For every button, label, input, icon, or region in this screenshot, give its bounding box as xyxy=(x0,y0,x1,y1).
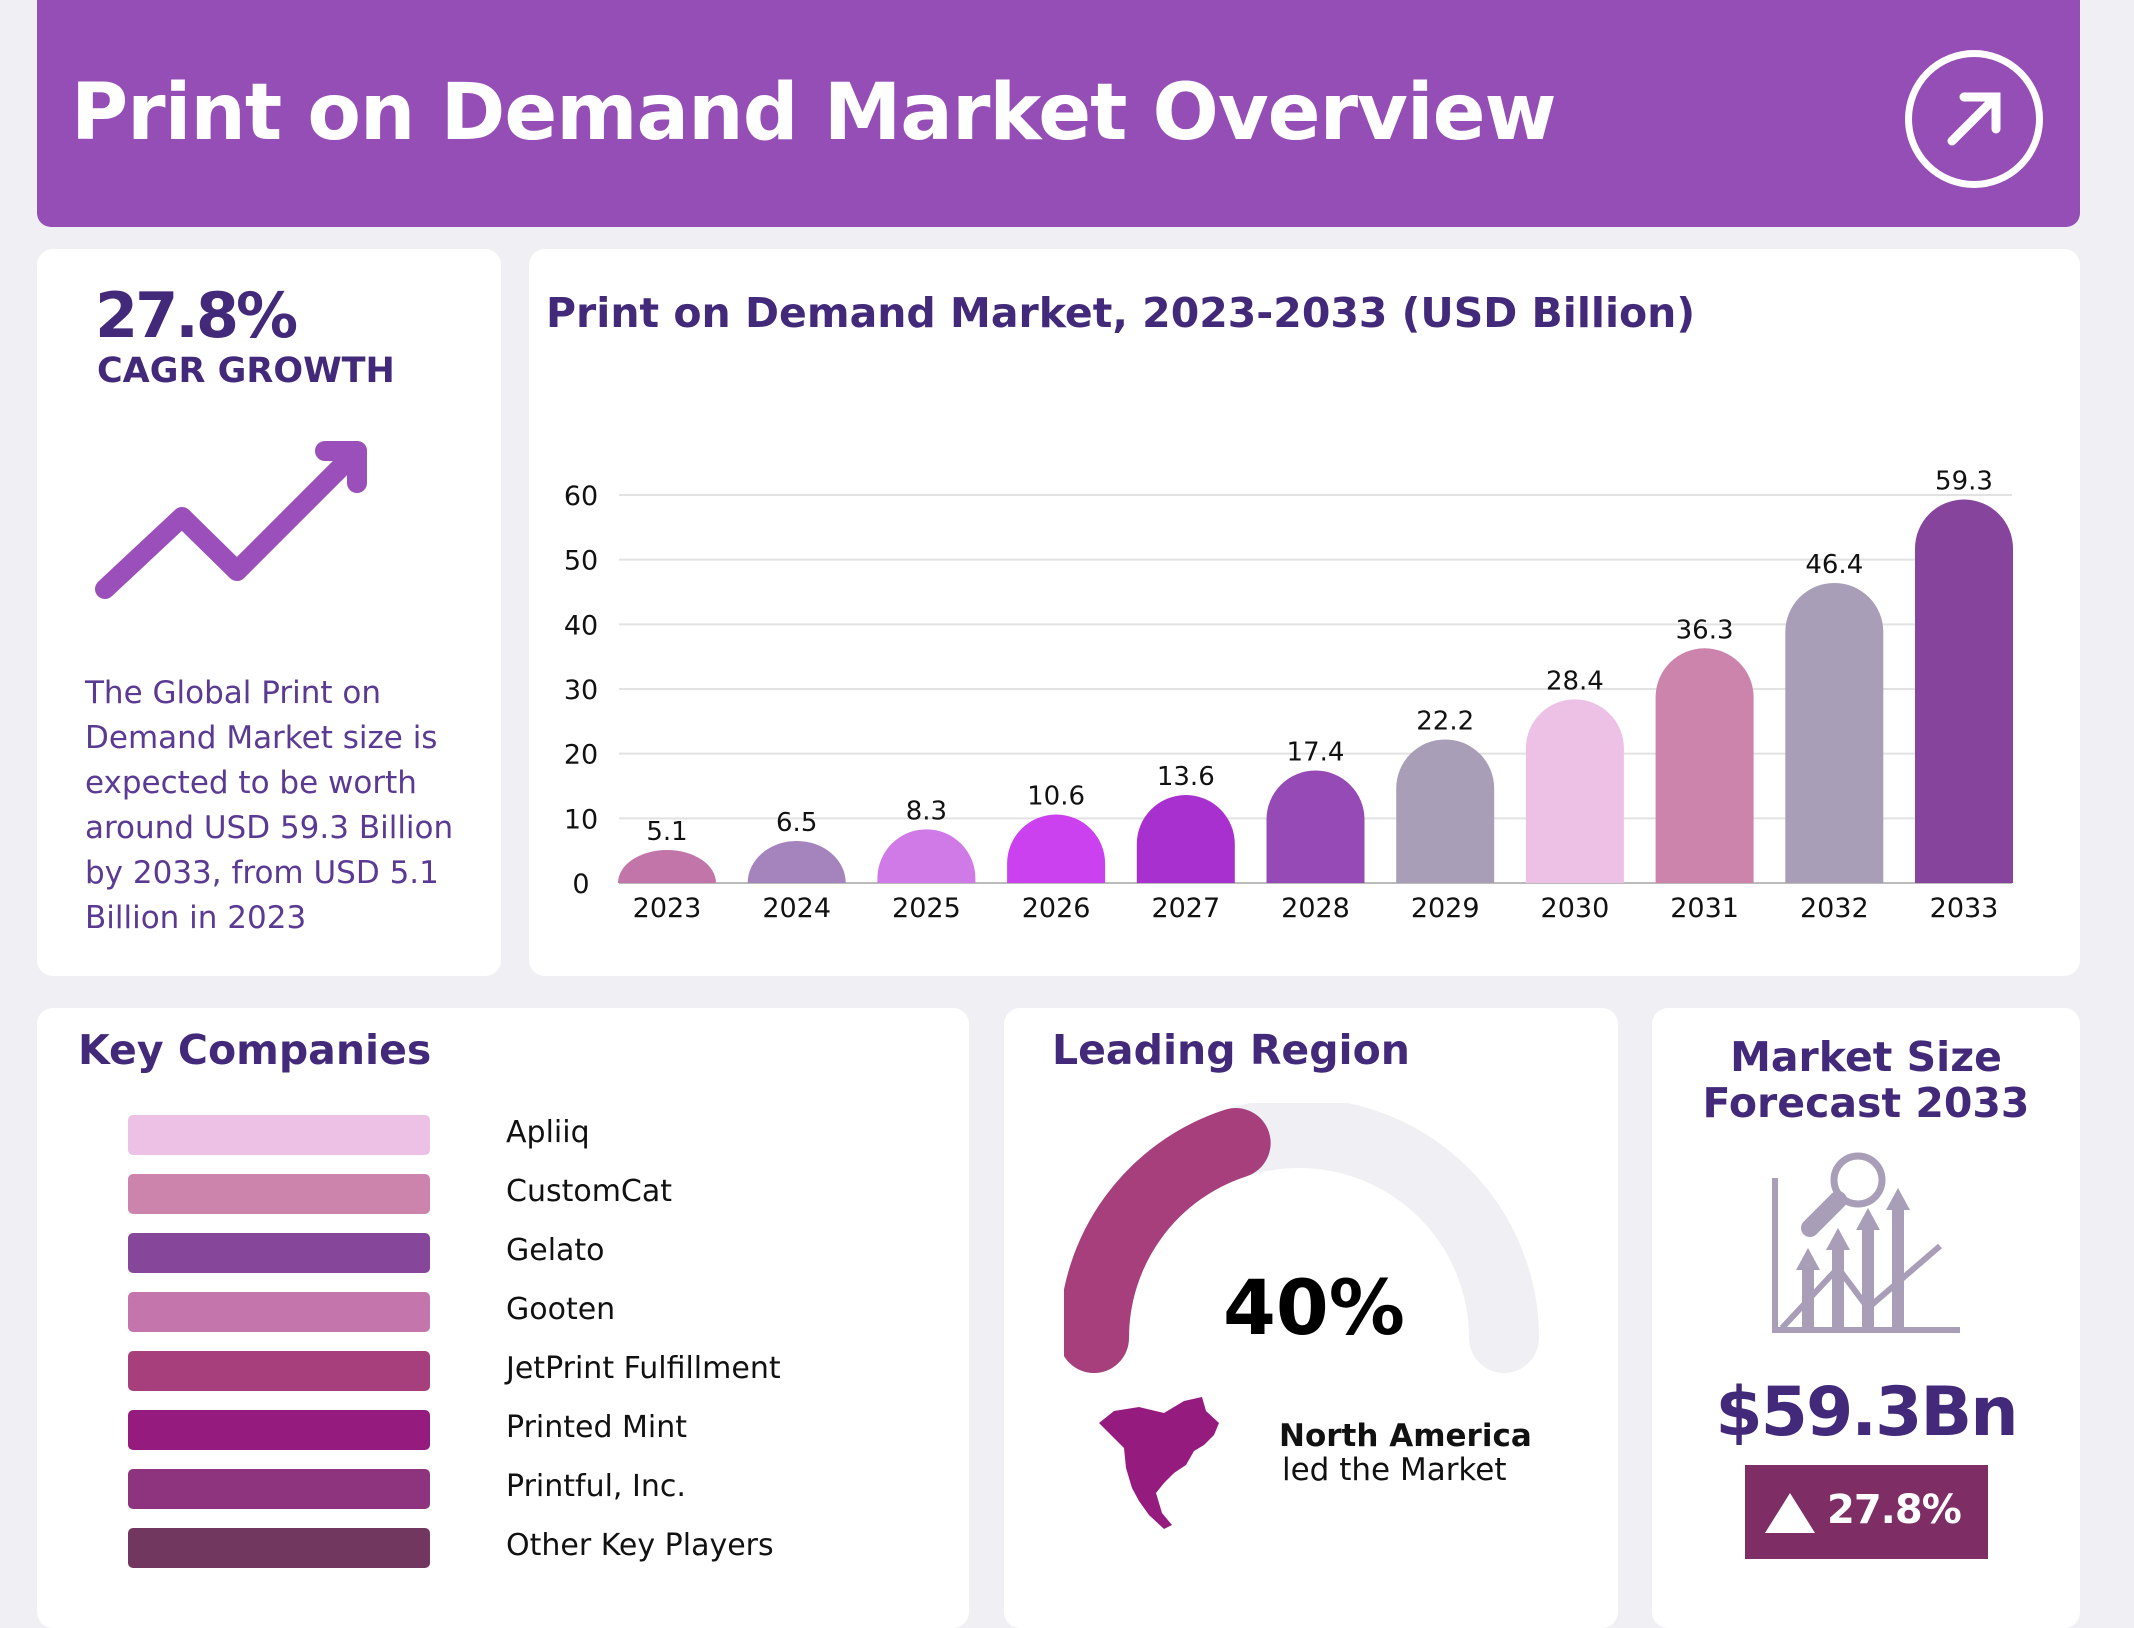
bar-chart: 01020304050605.120236.520248.3202510.620… xyxy=(564,467,2013,924)
growth-badge-value: 27.8% xyxy=(1827,1487,1962,1533)
triangle-up-icon xyxy=(1765,1493,1815,1533)
legend-swatch xyxy=(128,1115,430,1155)
forecast-card: Market Size Forecast 2033 $59.3Bn 27.8% xyxy=(1652,1008,2080,1628)
legend-swatch xyxy=(128,1351,430,1391)
growth-badge: 27.8% xyxy=(1745,1465,1988,1559)
bar-2025 xyxy=(877,829,976,883)
legend-label: Gooten xyxy=(506,1292,616,1327)
y-tick-label: 60 xyxy=(564,481,598,512)
x-tick-label: 2023 xyxy=(633,893,702,924)
legend-swatch xyxy=(128,1292,430,1332)
bar-2031 xyxy=(1655,648,1754,883)
bar-2028 xyxy=(1266,770,1365,883)
x-tick-label: 2029 xyxy=(1411,893,1480,924)
region-title: Leading Region xyxy=(1052,1026,1410,1074)
x-tick-label: 2028 xyxy=(1281,893,1350,924)
bar-value-label: 8.3 xyxy=(906,796,947,826)
legend-swatch xyxy=(128,1410,430,1450)
region-gauge xyxy=(1064,1103,1539,1373)
x-tick-label: 2026 xyxy=(1022,893,1091,924)
cagr-label: CAGR GROWTH xyxy=(97,351,395,391)
y-tick-label: 50 xyxy=(564,546,598,577)
legend-label: Printed Mint xyxy=(506,1410,688,1445)
x-tick-label: 2025 xyxy=(892,893,961,924)
north-america-map-icon xyxy=(1099,1397,1219,1529)
header-banner: Print on Demand Market Overview xyxy=(37,0,2080,227)
companies-title: Key Companies xyxy=(78,1026,432,1074)
key-companies-card: Key Companies Apliiq CustomCat Gelato Goote… xyxy=(37,1008,969,1628)
cagr-description: The Global Print on Demand Market size i… xyxy=(85,675,454,936)
y-tick-label: 20 xyxy=(564,740,598,771)
legend-swatch xyxy=(128,1528,430,1568)
leading-region-card: Leading Region 40% North America led the… xyxy=(1004,1008,1618,1628)
x-tick-label: 2031 xyxy=(1670,893,1739,924)
bar-value-label: 59.3 xyxy=(1935,467,1993,497)
legend-label: Apliiq xyxy=(506,1115,590,1150)
bar-2033 xyxy=(1915,499,2013,883)
bar-2026 xyxy=(1007,814,1106,883)
bar-value-label: 6.5 xyxy=(776,808,817,838)
legend-label: JetPrint Fulfillment xyxy=(506,1351,781,1386)
y-tick-label: 10 xyxy=(564,804,598,835)
bar-value-label: 28.4 xyxy=(1546,666,1604,696)
x-tick-label: 2030 xyxy=(1541,893,1610,924)
bar-value-label: 46.4 xyxy=(1805,550,1863,580)
bar-value-label: 13.6 xyxy=(1157,762,1215,792)
bar-2023 xyxy=(618,850,716,883)
chart-title: Print on Demand Market, 2023-2033 (USD B… xyxy=(546,289,1696,337)
trend-up-arrow-icon xyxy=(95,441,367,599)
region-name: North America xyxy=(1279,1418,1532,1454)
chart-magnifier-icon xyxy=(1772,1152,1960,1333)
bar-value-label: 10.6 xyxy=(1027,781,1085,811)
x-tick-label: 2027 xyxy=(1151,893,1220,924)
y-tick-label: 30 xyxy=(564,675,598,706)
bar-2030 xyxy=(1525,699,1624,883)
forecast-value: $59.3Bn xyxy=(1715,1373,2018,1452)
forecast-title-line1: Market Size xyxy=(1730,1033,2002,1081)
legend-swatch xyxy=(128,1174,430,1214)
region-sub: led the Market xyxy=(1282,1452,1507,1488)
y-tick-label: 0 xyxy=(572,869,589,900)
x-tick-label: 2024 xyxy=(762,893,831,924)
bar-value-label: 17.4 xyxy=(1287,737,1345,767)
legend-swatch xyxy=(128,1233,430,1273)
bar-2027 xyxy=(1136,795,1235,883)
legend-label: Gelato xyxy=(506,1233,605,1268)
bar-value-label: 36.3 xyxy=(1676,615,1734,645)
bar-2032 xyxy=(1785,582,1884,883)
legend-label: Printful, Inc. xyxy=(506,1469,686,1504)
bar-value-label: 22.2 xyxy=(1416,706,1474,736)
bar-value-label: 5.1 xyxy=(646,817,687,847)
bar-2024 xyxy=(747,840,846,883)
legend-swatch xyxy=(128,1469,430,1509)
y-tick-label: 40 xyxy=(564,610,598,641)
page-title: Print on Demand Market Overview xyxy=(71,68,1557,158)
cagr-value: 27.8% xyxy=(95,279,298,352)
bar-2029 xyxy=(1396,739,1495,883)
gauge-fill xyxy=(1064,1108,1271,1373)
legend-label: CustomCat xyxy=(506,1174,673,1209)
arrow-up-right-icon[interactable] xyxy=(1905,50,2043,188)
x-tick-label: 2032 xyxy=(1800,893,1869,924)
market-chart-card: Print on Demand Market, 2023-2033 (USD B… xyxy=(529,249,2080,976)
cagr-card: 27.8% CAGR GROWTH The Global Print on De… xyxy=(37,249,501,976)
x-tick-label: 2033 xyxy=(1930,893,1999,924)
legend-label: Other Key Players xyxy=(506,1528,774,1563)
region-percent: 40% xyxy=(1223,1263,1405,1352)
forecast-title-line2: Forecast 2033 xyxy=(1702,1079,2030,1127)
